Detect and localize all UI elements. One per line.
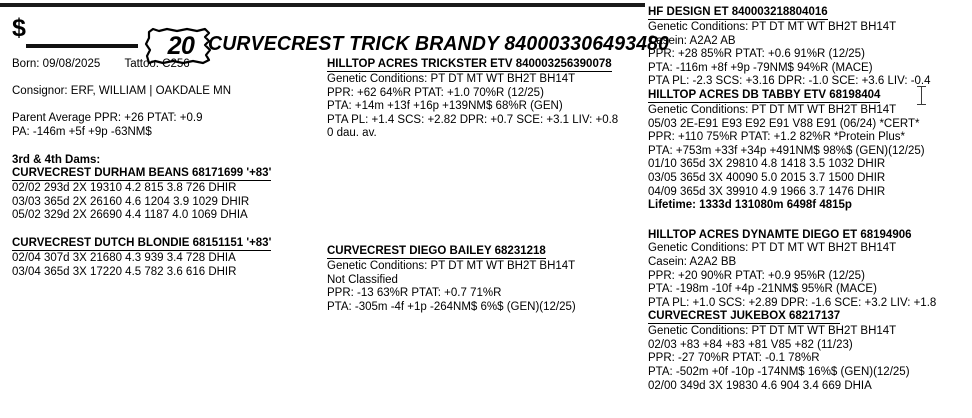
dam-name: CURVECREST DURHAM BEANS 68171699 '+83' xyxy=(12,167,272,182)
pedigree-line: PPR: +110 75%R PTAT: +1.2 82%R *Protein … xyxy=(648,131,905,144)
pedigree-line: PPR: -27 70%R PTAT: -0.1 78%R xyxy=(648,352,820,365)
pedigree-line: Genetic Conditions: PT DT MT WT BH2T BH1… xyxy=(648,242,897,255)
right-column: HF DESIGN ET 840003218804016 Genetic Con… xyxy=(648,6,970,393)
pedigree-block-name: HILLTOP ACRES DB TABBY ETV 68198404 xyxy=(648,88,881,103)
pedigree-line: PTA: +753m +33f +34p +491NM$ 98%$ (GEN)(… xyxy=(648,144,925,157)
dams-section-label: 3rd & 4th Dams: xyxy=(12,153,101,166)
pedigree-line: PTA: -305m -4f +1p -264NM$ 6%$ (GEN)(12/… xyxy=(327,300,576,313)
dam-record-row: 03/03 365d 2X 26160 4.6 1204 3.9 1029 DH… xyxy=(12,195,250,208)
pedigree-line: Genetic Conditions: PT DT MT WT BH2T BH1… xyxy=(327,73,576,85)
pedigree-block: HILLTOP ACRES DYNAMTE DIEGO ET 68194906 … xyxy=(648,229,970,311)
pedigree-block: HF DESIGN ET 840003218804016 Genetic Con… xyxy=(648,6,970,89)
pedigree-line: Genetic Conditions: PT DT MT WT BH2T BH1… xyxy=(648,103,897,116)
pedigree-line: PPR: +62 64%R PTAT: +1.0 70%R (12/25) xyxy=(327,86,544,99)
dam-entry: CURVECREST DURHAM BEANS 68171699 '+83' 0… xyxy=(12,167,317,223)
tattoo-label: Tattoo: C256 xyxy=(124,58,190,70)
price-dollar-sign: $ xyxy=(12,14,26,42)
pedigree-block-name: CURVECREST JUKEBOX 68217137 xyxy=(648,310,841,325)
pedigree-line: PPR: +28 85%R PTAT: +0.6 91%R (12/25) xyxy=(648,48,865,61)
lot-header: $ 20 CURVECREST TRICK BRANDY 84000330649… xyxy=(0,14,669,65)
pedigree-block-name: HILLTOP ACRES DYNAMTE DIEGO ET 68194906 xyxy=(648,228,912,241)
dam-record-row: 02/02 293d 2X 19310 4.2 815 3.8 726 DHIR xyxy=(12,182,237,195)
pedigree-line: 0 dau. av. xyxy=(327,127,377,140)
pedigree-line: PTA PL: +1.0 SCS: +2.89 DPR: -1.6 SCE: +… xyxy=(648,296,937,309)
pedigree-line: 05/03 2E-E91 E93 E92 E91 V88 E91 (06/24)… xyxy=(648,117,920,130)
pedigree-block: HILLTOP ACRES TRICKSTER ETV 840003256390… xyxy=(327,58,639,141)
pedigree-block: CURVECREST JUKEBOX 68217137 Genetic Cond… xyxy=(648,310,970,393)
pedigree-line: Genetic Conditions: PT DT MT WT BH2T BH1… xyxy=(648,21,897,33)
pedigree-line: PPR: -13 63%R PTAT: +0.7 71%R xyxy=(327,287,502,300)
middle-column: HILLTOP ACRES TRICKSTER ETV 840003256390… xyxy=(327,58,639,314)
pedigree-line: PTA: +14m +13f +16p +139NM$ 68%R (GEN) xyxy=(327,100,563,113)
pedigree-line: PTA: -116m +8f +9p -79NM$ 94%R (MACE) xyxy=(648,61,873,74)
pedigree-block: CURVECREST DIEGO BAILEY 68231218 Genetic… xyxy=(327,245,639,314)
pedigree-line: PTA PL: +1.4 SCS: +2.82 DPR: +0.7 SCE: +… xyxy=(327,113,619,126)
pedigree-line: Genetic Conditions: PT DT MT WT BH2T BH1… xyxy=(648,325,897,338)
dam-record-row: 02/04 307d 3X 21680 4.3 939 3.4 728 DHIA xyxy=(12,251,236,264)
pedigree-block-name: CURVECREST DIEGO BAILEY 68231218 xyxy=(327,244,546,259)
pedigree-line: Casein: A2A2 AB xyxy=(648,34,736,47)
pedigree-line: PPR: +20 90%R PTAT: +0.9 95%R (12/25) xyxy=(648,269,865,282)
pedigree-line: Not Classified xyxy=(327,273,398,286)
parent-average-pa-line: PA: -146m +5f +9p -63NM$ xyxy=(12,125,152,138)
parent-average-line: Parent Average PPR: +26 PTAT: +0.9 xyxy=(12,112,203,125)
iowa-state-outline-icon xyxy=(144,27,212,65)
pedigree-line: 02/03 +83 +84 +83 +81 V85 +82 (11/23) xyxy=(648,338,853,351)
born-tattoo-line: Born: 09/08/2025 Tattoo: C256 xyxy=(12,58,317,72)
lot-title: CURVECREST TRICK BRANDY 840003306493480 xyxy=(208,33,670,55)
pedigree-line: 04/09 365d 3X 39910 4.9 1966 3.7 1476 DH… xyxy=(648,185,886,198)
pedigree-line: PTA: -198m -10f +4p -21NM$ 95%R (MACE) xyxy=(648,283,877,296)
text-cursor-icon xyxy=(917,85,926,107)
lot-number-text: 20 xyxy=(167,31,195,60)
lifetime-line: Lifetime: 1333d 131080m 6498f 4815p xyxy=(648,199,852,212)
pedigree-block-name: HF DESIGN ET 840003218804016 xyxy=(648,6,828,20)
pedigree-line: 02/00 349d 3X 19830 4.6 904 3.4 669 DHIA xyxy=(648,379,872,392)
pedigree-line: 03/05 365d 3X 40090 5.0 2015 3.7 1500 DH… xyxy=(648,171,886,184)
pedigree-line: PTA: -502m +0f -10p -174NM$ 16%$ (GEN)(1… xyxy=(648,366,910,379)
pedigree-line: PTA PL: -2.3 SCS: +3.16 DPR: -1.0 SCE: +… xyxy=(648,75,931,88)
price-blank-line xyxy=(26,44,138,48)
top-divider-rule xyxy=(0,3,645,7)
pedigree-block: HILLTOP ACRES DB TABBY ETV 68198404 Gene… xyxy=(648,89,970,213)
pedigree-line: Casein: A2A2 BB xyxy=(648,255,737,268)
dam-entry: CURVECREST DUTCH BLONDIE 68151151 '+83' … xyxy=(12,237,317,279)
consignor-line: Consignor: ERF, WILLIAM | OAKDALE MN xyxy=(12,85,231,98)
pedigree-block-name: HILLTOP ACRES TRICKSTER ETV 840003256390… xyxy=(327,58,612,72)
pedigree-line: 01/10 365d 3X 29810 4.8 1418 3.5 1032 DH… xyxy=(648,158,886,171)
dam-record-row: 03/04 365d 3X 17220 4.5 782 3.6 616 DHIR xyxy=(12,265,237,278)
dam-name: CURVECREST DUTCH BLONDIE 68151151 '+83' xyxy=(12,236,272,251)
dam-record-row: 05/02 329d 2X 26690 4.4 1187 4.0 1069 DH… xyxy=(12,209,248,222)
left-column: Born: 09/08/2025 Tattoo: C256 Consignor:… xyxy=(12,58,317,279)
pedigree-line: Genetic Conditions: PT DT MT WT BH2T BH1… xyxy=(327,259,576,272)
lot-number-badge: 20 xyxy=(143,26,217,66)
born-label: Born: 09/08/2025 xyxy=(12,58,101,70)
